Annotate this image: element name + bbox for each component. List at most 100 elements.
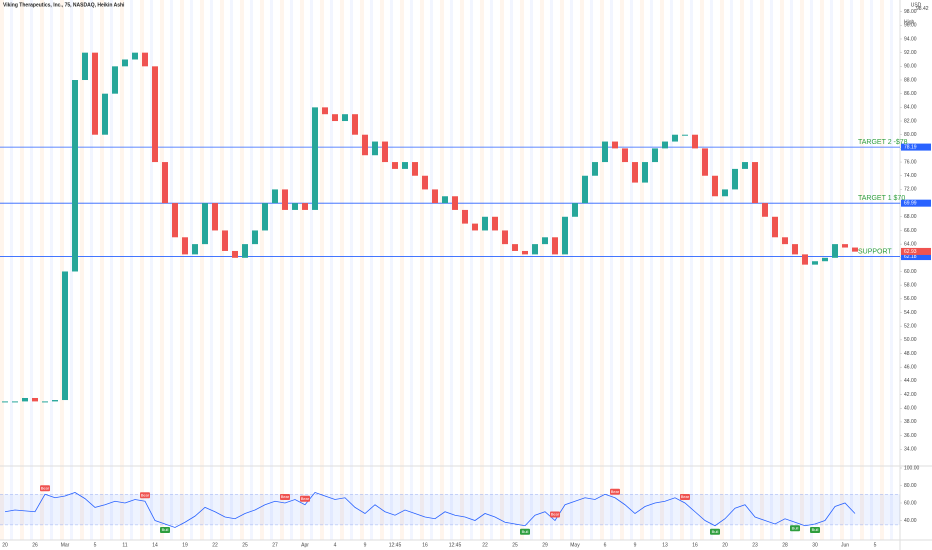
high-label: High xyxy=(904,19,915,25)
candle xyxy=(62,271,68,401)
candle xyxy=(132,52,138,60)
candle xyxy=(232,250,238,258)
level-tag xyxy=(901,143,931,151)
candle xyxy=(562,216,568,255)
candle xyxy=(712,175,718,197)
last-price-tag xyxy=(901,247,931,255)
candle xyxy=(192,244,198,255)
candle xyxy=(572,203,578,217)
y-tick-label: 68.00 xyxy=(904,214,917,220)
rsi-signal: Bear xyxy=(281,494,290,499)
x-tick-label: 20 xyxy=(2,542,8,548)
candle xyxy=(652,148,658,163)
rsi-signal: Bear xyxy=(611,489,620,494)
candle xyxy=(512,244,518,251)
rsi-signal-box xyxy=(710,528,720,535)
candle xyxy=(592,162,598,176)
candle xyxy=(352,114,358,135)
y-tick-label: 48.00 xyxy=(904,351,917,357)
y-tick-label: 36.00 xyxy=(904,433,917,439)
x-tick-label: 22 xyxy=(212,542,218,548)
candle xyxy=(672,134,678,142)
candle xyxy=(632,162,638,183)
y-tick-label: 64.00 xyxy=(904,241,917,247)
candle xyxy=(152,66,158,163)
rsi-signal-box xyxy=(40,485,50,492)
x-tick-label: 13 xyxy=(662,542,668,548)
candle xyxy=(522,250,528,255)
candle xyxy=(762,203,768,217)
candle xyxy=(92,52,98,135)
candle xyxy=(432,189,438,204)
candle xyxy=(402,162,408,169)
candle xyxy=(142,52,148,67)
y-tick-label: 38.00 xyxy=(904,419,917,425)
x-tick-label: 30 xyxy=(812,542,818,548)
x-tick-label: 23 xyxy=(752,542,758,548)
y-tick-label: 40.00 xyxy=(904,406,917,412)
x-tick-label: Apr xyxy=(301,542,309,548)
rsi-signal-box xyxy=(680,494,690,500)
y-tick-label: 44.00 xyxy=(904,378,917,384)
candle xyxy=(482,216,488,231)
candle xyxy=(702,148,708,176)
candle xyxy=(262,203,268,231)
candle xyxy=(52,400,58,402)
level-tag-label: 78.19 xyxy=(904,144,917,150)
x-tick-label: 20 xyxy=(722,542,728,548)
y-tick-label: 60.00 xyxy=(904,269,917,275)
currency: USD xyxy=(911,2,922,8)
candle xyxy=(812,261,818,265)
y-tick-label: 98.00 xyxy=(904,9,917,15)
y-tick-label: 72.00 xyxy=(904,187,917,193)
candle xyxy=(742,162,748,169)
rsi-signal: Bull xyxy=(792,525,799,530)
candle xyxy=(552,237,558,255)
x-tick-label: 12:45 xyxy=(449,542,462,548)
candle xyxy=(372,141,378,156)
candle xyxy=(622,148,628,163)
candle xyxy=(22,397,28,402)
rsi-signal-box xyxy=(810,527,820,533)
x-tick-label: 29 xyxy=(542,542,548,548)
candle xyxy=(792,244,798,255)
level-label: TARGET 1 $70 xyxy=(858,195,905,202)
rsi-signal-box xyxy=(280,494,290,500)
candle xyxy=(182,237,188,255)
y-tick-label: 82.00 xyxy=(904,118,917,124)
x-tick-label: 16 xyxy=(422,542,428,548)
candle xyxy=(72,80,78,272)
candle xyxy=(362,134,368,156)
x-tick-label: 27 xyxy=(272,542,278,548)
candle xyxy=(112,66,118,94)
y-tick-label: 76.00 xyxy=(904,159,917,165)
x-tick-label: 22 xyxy=(482,542,488,548)
rsi-signal-box xyxy=(550,511,560,518)
candle xyxy=(692,134,698,149)
candle xyxy=(272,189,278,204)
rsi-signal: Bull xyxy=(812,527,819,532)
candle xyxy=(842,244,848,248)
candle xyxy=(302,203,308,210)
x-tick-label: 14 xyxy=(152,542,158,548)
candle xyxy=(492,216,498,231)
candle xyxy=(582,175,588,204)
candle xyxy=(822,257,828,262)
candle xyxy=(82,52,88,81)
x-tick-label: 4 xyxy=(334,542,337,548)
y-tick-label: 50.00 xyxy=(904,337,917,343)
candle xyxy=(282,189,288,210)
candle xyxy=(2,401,8,403)
candle xyxy=(722,189,728,197)
candle xyxy=(732,168,738,190)
level-label: SUPPORT xyxy=(858,248,892,255)
candle xyxy=(32,397,38,402)
rsi-signal-box xyxy=(140,492,150,499)
candle xyxy=(422,175,428,190)
candle xyxy=(472,223,478,231)
x-tick-label: 6 xyxy=(604,542,607,548)
x-tick-label: May xyxy=(570,542,580,548)
candle xyxy=(682,134,688,136)
